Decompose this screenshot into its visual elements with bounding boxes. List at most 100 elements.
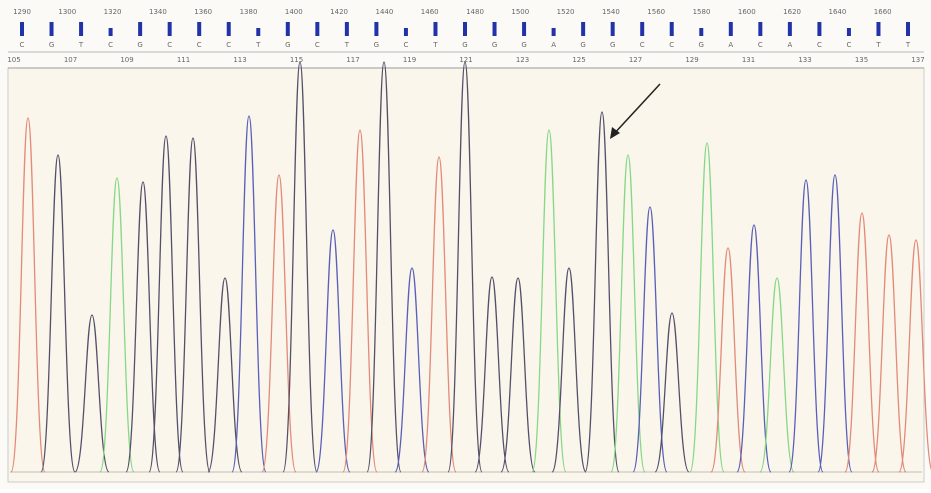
quality-bar (433, 22, 438, 36)
quality-bar (522, 22, 527, 36)
base-call: G (374, 41, 379, 49)
peak (584, 111, 620, 473)
base-call: C (20, 41, 25, 49)
peak (736, 224, 772, 473)
ruler-label: 1460 (421, 8, 439, 16)
peak (632, 206, 668, 473)
base-call: C (108, 41, 113, 49)
peak (99, 177, 135, 473)
ruler-label: 1290 (13, 8, 31, 16)
position-label: 135 (855, 56, 868, 64)
base-call: C (817, 41, 822, 49)
ruler-label: 1320 (104, 8, 122, 16)
quality-bar (108, 28, 113, 36)
ruler-label: 1520 (557, 8, 575, 16)
position-label: 127 (629, 56, 642, 64)
quality-bar (49, 22, 54, 36)
peak (207, 277, 243, 473)
ruler-label: 1580 (693, 8, 711, 16)
peak (315, 229, 351, 473)
peak (148, 135, 184, 473)
base-call: G (137, 41, 142, 49)
base-call: A (787, 41, 792, 49)
peak (394, 267, 430, 473)
header-labels: 1290 1300 1320 1340 1360 1380 1400 1420 1440 1460… (7, 8, 924, 64)
peak (447, 61, 483, 473)
peak (342, 129, 378, 473)
peak (898, 239, 931, 473)
base-call: T (255, 41, 261, 49)
peak (125, 181, 161, 473)
peak (844, 212, 880, 473)
ruler-label: 1380 (240, 8, 258, 16)
quality-bar (610, 22, 615, 36)
base-call: T (78, 41, 84, 49)
base-call: A (728, 41, 733, 49)
quality-bar (256, 28, 261, 36)
quality-bar (876, 22, 881, 36)
position-label: 133 (798, 56, 811, 64)
position-label: 125 (572, 56, 585, 64)
base-call: C (167, 41, 172, 49)
quality-bar (315, 22, 320, 36)
quality-bar (374, 22, 379, 36)
position-label: 105 (7, 56, 20, 64)
ruler-label: 1640 (828, 8, 846, 16)
position-label: 129 (685, 56, 698, 64)
peak (175, 137, 211, 473)
plot-area (7, 67, 925, 483)
position-label: 131 (742, 56, 755, 64)
base-call: T (905, 41, 911, 49)
peak (231, 115, 267, 473)
ruler-label: 1360 (194, 8, 212, 16)
quality-bar (787, 22, 792, 36)
quality-bar (551, 28, 556, 36)
base-call: C (640, 41, 645, 49)
quality-bar (344, 22, 349, 36)
ruler-label: 1480 (466, 8, 484, 16)
position-label: 117 (346, 56, 359, 64)
quality-bar (285, 22, 290, 36)
quality-bar (640, 22, 645, 36)
ruler-label: 1660 (874, 8, 892, 16)
position-label: 121 (459, 56, 472, 64)
ruler-label: 1340 (149, 8, 167, 16)
ruler-label: 1440 (375, 8, 393, 16)
ruler-label: 1300 (58, 8, 76, 16)
base-call: C (846, 41, 851, 49)
arrow (611, 83, 661, 137)
base-call: C (197, 41, 202, 49)
quality-bar (226, 22, 231, 36)
peak (282, 61, 318, 473)
peak (759, 277, 795, 473)
position-label: 113 (233, 56, 246, 64)
base-call: G (521, 41, 526, 49)
position-label: 137 (911, 56, 924, 64)
trace-peaks (10, 61, 931, 473)
base-call: C (758, 41, 763, 49)
base-call: C (315, 41, 320, 49)
peak (689, 142, 725, 473)
peak (40, 154, 76, 473)
quality-bar (138, 22, 143, 36)
arrow-head (610, 127, 620, 139)
quality-bar (403, 28, 408, 36)
base-call: G (492, 41, 497, 49)
quality-bar (728, 22, 733, 36)
base-call: T (875, 41, 881, 49)
base-call: G (610, 41, 615, 49)
peak (654, 312, 690, 473)
base-call: C (403, 41, 408, 49)
peak (74, 314, 110, 473)
peak (551, 267, 587, 473)
peak (871, 234, 907, 473)
peak (531, 129, 567, 473)
peak (366, 61, 402, 473)
quality-bar (906, 22, 910, 36)
quality-bar (846, 28, 851, 36)
quality-bar (581, 22, 586, 36)
peak (710, 247, 746, 473)
position-label: 109 (120, 56, 133, 64)
quality-bar (79, 22, 84, 36)
position-label: 123 (516, 56, 529, 64)
